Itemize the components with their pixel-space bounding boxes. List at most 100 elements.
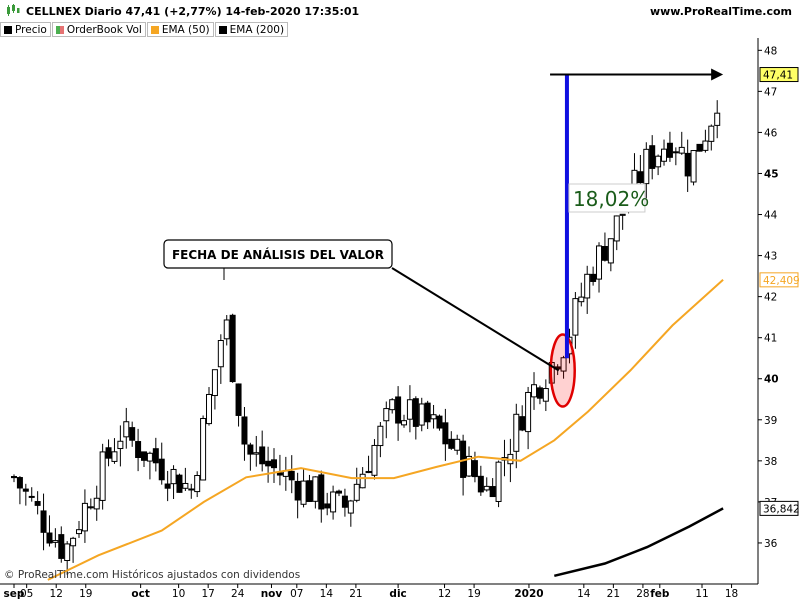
candle-body — [330, 491, 337, 513]
candle-body — [601, 246, 608, 261]
legend-item-ema200[interactable]: EMA (200) — [214, 22, 289, 37]
candle-body — [525, 391, 532, 433]
x-tick-label: 14 — [320, 588, 334, 600]
candle-body — [560, 357, 567, 372]
candle-body — [454, 438, 461, 451]
y-tick-label: 45 — [764, 168, 779, 180]
candle-body — [11, 476, 17, 479]
candle-body — [495, 461, 502, 502]
candle-body — [655, 155, 662, 168]
candle-body — [152, 448, 159, 464]
candle-body — [52, 540, 59, 543]
candle-body — [99, 451, 106, 501]
candle-body — [64, 543, 71, 561]
candle-body — [513, 413, 520, 452]
candle-body — [241, 416, 248, 445]
y-tick-label: 47 — [764, 86, 777, 98]
candle-body — [265, 460, 272, 467]
candle-body — [649, 145, 656, 169]
x-tick-label: 12 — [50, 588, 63, 600]
candle-body — [418, 403, 425, 426]
ema50-line — [47, 279, 724, 581]
price-tag-label: 36,842 — [763, 503, 800, 515]
x-tick-label: feb — [650, 588, 670, 600]
y-tick-label: 42 — [764, 292, 777, 304]
candle-body — [105, 447, 112, 459]
legend-label: Precio — [15, 23, 47, 36]
chart-header: CELLNEX Diario 47,41 (+2,77%) 14-feb-202… — [0, 0, 800, 22]
candle-body — [578, 296, 585, 303]
candle-icon — [4, 25, 12, 34]
x-tick-label: 12 — [438, 588, 451, 600]
candle-body — [448, 438, 455, 449]
ema200-line — [554, 507, 724, 578]
candle-body — [87, 506, 94, 509]
copyright-footer: © ProRealTime.com Históricos ajustados c… — [4, 569, 301, 581]
candle-body — [519, 416, 526, 431]
candle-body — [371, 444, 378, 476]
candle-body — [661, 148, 668, 162]
x-tick-label: nov — [261, 588, 283, 600]
y-tick-label: 40 — [764, 374, 779, 386]
percent-label-box — [568, 183, 646, 213]
analysis-highlight-ellipse — [549, 333, 576, 408]
candle-body — [702, 140, 709, 151]
candle-body — [318, 474, 325, 510]
site-link[interactable]: www.ProRealTime.com — [649, 5, 792, 18]
arrow-head-icon — [711, 68, 724, 81]
x-tick-label: 28 — [636, 588, 649, 600]
x-tick-label: 07 — [290, 588, 303, 600]
candle-body — [288, 470, 295, 481]
candle-body — [223, 319, 230, 340]
y-tick-label: 48 — [764, 45, 777, 57]
candle-body — [170, 468, 177, 485]
candle-body — [613, 215, 620, 242]
candle-body — [34, 501, 41, 506]
candle-body — [678, 146, 685, 154]
candle-body — [182, 482, 189, 489]
candle-body — [489, 486, 496, 498]
x-tick-label: oct — [131, 588, 149, 600]
candle-body — [696, 143, 703, 152]
candle-body — [584, 273, 591, 299]
candle-body — [430, 414, 437, 420]
legend-item-orderbook[interactable]: OrderBook Vol — [51, 22, 146, 37]
candle-body — [347, 500, 354, 514]
candle-body — [324, 503, 331, 509]
y-tick-label: 41 — [764, 333, 777, 345]
y-tick-label: 44 — [764, 210, 778, 222]
candle-body — [401, 420, 408, 426]
candle-chart-logo-icon — [7, 4, 20, 16]
candle-body — [206, 393, 213, 425]
legend-item-precio[interactable]: Precio — [0, 22, 51, 37]
candle-body — [672, 151, 679, 154]
x-tick-label: 19 — [79, 588, 92, 600]
candle-body — [271, 459, 278, 469]
candle-body — [235, 383, 242, 416]
candle-body — [217, 340, 224, 368]
candle-body — [16, 477, 23, 489]
callout-pointer-line — [391, 267, 560, 372]
candle-body — [471, 460, 478, 478]
price-tag-box — [759, 272, 799, 288]
legend-item-ema50[interactable]: EMA (50) — [146, 22, 214, 37]
y-tick-label: 39 — [764, 415, 777, 427]
candle-body — [684, 152, 691, 177]
candle-body — [442, 422, 449, 445]
x-tick-label: sep — [4, 588, 25, 600]
price-tag-box — [759, 500, 799, 516]
candle-body — [194, 475, 201, 493]
candle-body — [81, 502, 88, 532]
candle-body — [123, 421, 130, 438]
candle-body — [93, 497, 100, 510]
candle-body — [247, 444, 254, 455]
x-tick-label: 19 — [467, 588, 480, 600]
candle-body — [312, 476, 319, 502]
candle-body — [259, 446, 266, 465]
x-tick-label: 10 — [172, 588, 185, 600]
price-tag-label: 42,409 — [763, 275, 800, 287]
legend-label: OrderBook Vol — [66, 23, 142, 36]
candle-body — [200, 417, 207, 481]
candle-body — [300, 480, 307, 505]
